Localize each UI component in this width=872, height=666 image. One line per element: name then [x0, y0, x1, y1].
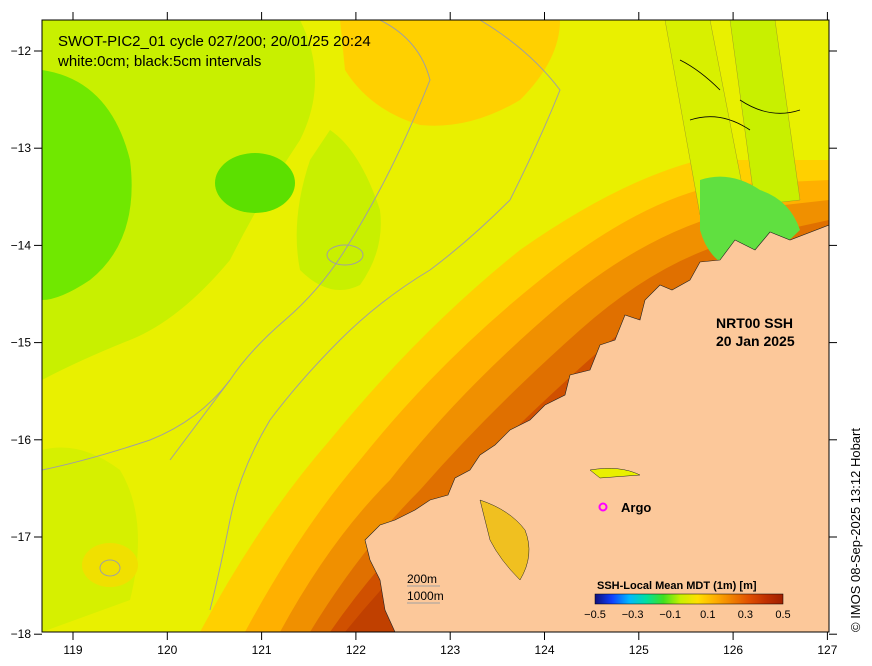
plot-area: [42, 20, 829, 632]
x-tick-label: 121: [252, 643, 272, 657]
contour-region: [42, 70, 132, 300]
argo-label: Argo: [621, 500, 651, 515]
reef-contour: [99, 559, 121, 577]
x-tick-label: 120: [157, 643, 177, 657]
x-tick-label: 122: [346, 643, 366, 657]
product-label: NRT00 SSH: [716, 315, 793, 331]
map-subtitle: white:0cm; black:5cm intervals: [57, 53, 261, 70]
swot-contours: [679, 59, 801, 131]
colorbar-tick-label: −0.3: [622, 609, 644, 621]
colorbar-tick-label: 0.1: [700, 609, 715, 621]
contour-1000m: [42, 379, 231, 471]
contour-region: [215, 153, 295, 213]
product-date: 20 Jan 2025: [716, 333, 795, 349]
reef-contour: [326, 244, 364, 266]
colorbar-ticks: −0.5 −0.3 −0.1 0.1 0.3 0.5: [584, 609, 791, 621]
x-tick-label: 125: [629, 643, 649, 657]
x-tick-label: 124: [534, 643, 554, 657]
plot-frame: [41, 19, 830, 633]
y-tick-label: −17: [11, 530, 32, 544]
x-tick-label: 123: [440, 643, 460, 657]
colorbar-title: SSH-Local Mean MDT (1m) [m]: [597, 580, 757, 592]
colorbar-tick-label: −0.1: [659, 609, 681, 621]
contour-region: [42, 20, 315, 380]
x-tick-label: 119: [63, 643, 82, 657]
contour-region: [296, 130, 381, 290]
swot-swath-east: [729, 20, 801, 206]
y-tick-label: −18: [11, 627, 32, 641]
x-axis: 119 120 121 122 123 124 125 126 127: [63, 12, 838, 657]
y-axis: −12 −13 −14 −15 −16 −17 −18: [11, 44, 837, 641]
king-sound: [479, 499, 530, 581]
y-tick-label: −14: [11, 238, 32, 252]
y-tick-label: −16: [11, 433, 32, 447]
contour-1000m: [209, 20, 561, 611]
colorbar-tick-label: 0.5: [775, 609, 790, 621]
y-tick-label: −13: [11, 141, 32, 155]
x-tick-label: 127: [817, 643, 837, 657]
map-title: SWOT-PIC2_01 cycle 027/200; 20/01/25 20:…: [58, 33, 371, 50]
depth-legend-200m: 200m: [407, 572, 437, 586]
y-tick-label: −12: [11, 44, 32, 58]
land: [364, 224, 829, 632]
colorbar-tick-label: 0.3: [738, 609, 753, 621]
copyright: © IMOS 08-Sep-2025 13:12 Hobart: [848, 428, 863, 632]
y-tick-label: −15: [11, 336, 32, 350]
depth-legend-1000m: 1000m: [407, 589, 444, 603]
contour-region: [82, 543, 138, 587]
argo-marker-icon[interactable]: [598, 502, 608, 512]
x-tick-label: 126: [723, 643, 743, 657]
colorbar-tick-label: −0.5: [584, 609, 606, 621]
inlet: [589, 468, 641, 479]
colorbar: [594, 593, 784, 605]
contour-region: [340, 20, 560, 126]
